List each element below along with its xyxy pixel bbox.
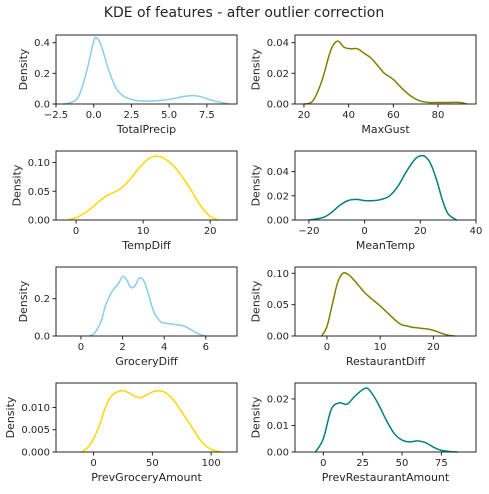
axes-frame-6 [55, 382, 238, 453]
y-tick-label: 0.02 [267, 394, 289, 405]
x-tick-label: 40 [470, 226, 483, 237]
axes-frame-0 [55, 34, 238, 105]
x-tick-label: 4 [161, 342, 167, 353]
x-axis-label: RestaurantDiff [346, 355, 426, 368]
y-tick-label: 0.0 [34, 332, 50, 343]
y-tick-label: 0.005 [21, 425, 50, 436]
subplots-grid: −2.5 0.0 2.5 5.0 7.50.00.20.4TotalPrecipDens… [4, 34, 483, 484]
y-tick-label: 0.2 [34, 69, 50, 80]
x-tick-label: 6 [203, 342, 209, 353]
subplot-5: 0 10 20 0.00 0.05 0.10 RestaurantDiff Density [249, 266, 477, 368]
kde-line-0 [62, 36, 231, 105]
subplot-3: −20 0 20 40 0.00 0.02 0.04 MeanTemp Density [249, 150, 483, 252]
subplot-2: 0 10 20 0.00 0.05 0.10 TempDiff Density [10, 150, 238, 252]
y-tick-label: 0.000 [21, 448, 50, 459]
y-tick-label: 0.00 [267, 100, 289, 111]
kde-line-6 [81, 389, 224, 453]
x-tick-label: 0.0 [86, 110, 102, 121]
subplot-6: 0 50 100 0.000 0.005 0.010 PrevGroceryAmount De… [4, 382, 238, 484]
y-axis-label: Density [249, 48, 262, 90]
y-axis-label: Density [249, 396, 262, 438]
y-tick-label: 0.05 [28, 187, 50, 198]
axes-frame-1 [294, 34, 477, 105]
subplot-7: 0 25 50 75 0.00 0.01 0.02 PrevRestaurantAmount D… [249, 382, 477, 484]
y-tick-label: 0.04 [267, 38, 289, 49]
y-tick-label: 0.2 [34, 294, 50, 305]
y-tick-label: 0.02 [267, 191, 289, 202]
axes-frame-4 [55, 266, 238, 337]
x-tick-label: 75 [435, 458, 448, 469]
figure-title: KDE of features - after outlier correcti… [104, 5, 384, 21]
axes-frame-3 [294, 150, 477, 221]
kde-line-3 [308, 154, 458, 221]
kde-line-4 [88, 275, 207, 337]
y-tick-label: 0.10 [28, 158, 50, 169]
x-axis-label: PrevGroceryAmount [91, 471, 202, 484]
y-tick-label: 0.00 [267, 448, 289, 459]
x-tick-label: 2.5 [123, 110, 139, 121]
x-tick-label: 10 [374, 342, 387, 353]
subplot-1: 20 40 60 80 0.00 0.02 0.04 MaxGust Density [249, 34, 477, 136]
x-tick-label: 25 [356, 458, 369, 469]
x-tick-label: 10 [137, 226, 150, 237]
y-axis-label: Density [17, 48, 30, 90]
axes-frame-5 [294, 266, 477, 337]
y-tick-label: 0.4 [34, 38, 50, 49]
y-axis-label: Density [10, 164, 23, 206]
x-axis-label: MeanTemp [356, 239, 415, 252]
x-tick-label: 40 [342, 110, 355, 121]
x-tick-label: 20 [204, 226, 217, 237]
subplot-0: −2.5 0.0 2.5 5.0 7.50.00.20.4TotalPrecipDens… [17, 34, 238, 136]
x-tick-label: 20 [414, 226, 427, 237]
axes-frame-7 [294, 382, 477, 453]
kde-line-7 [314, 387, 458, 453]
x-tick-label: 0 [73, 226, 79, 237]
x-axis-label: TempDiff [121, 239, 171, 252]
x-tick-label: 0 [324, 342, 330, 353]
x-tick-label: 80 [432, 110, 445, 121]
y-tick-label: 0.05 [267, 300, 289, 311]
y-tick-label: 0.0 [34, 100, 50, 111]
x-tick-label: 0 [361, 226, 367, 237]
y-tick-label: 0.01 [267, 421, 289, 432]
y-tick-label: 0.10 [267, 269, 289, 280]
y-tick-label: 0.04 [267, 167, 289, 178]
x-tick-label: 50 [146, 458, 159, 469]
y-tick-label: 0.00 [267, 216, 289, 227]
y-tick-label: 0.02 [267, 69, 289, 80]
kde-line-1 [303, 40, 468, 105]
y-axis-label: Density [4, 396, 17, 438]
x-tick-label: 2 [119, 342, 125, 353]
x-tick-label: −20 [298, 226, 319, 237]
y-axis-label: Density [17, 280, 30, 322]
x-tick-label: 20 [427, 342, 440, 353]
axes-frame-2 [55, 150, 238, 221]
kde-line-5 [320, 271, 456, 337]
y-tick-label: 0.00 [267, 332, 289, 343]
x-axis-label: MaxGust [361, 123, 410, 136]
x-tick-label: 0 [320, 458, 326, 469]
y-tick-label: 0.010 [21, 403, 50, 414]
subplot-4: 0 2 4 6 0.0 0.2 GroceryDiff Density [17, 266, 238, 368]
x-tick-label: 5.0 [161, 110, 177, 121]
x-axis-label: TotalPrecip [116, 123, 176, 136]
y-axis-label: Density [249, 164, 262, 206]
x-tick-label: 50 [396, 458, 409, 469]
x-tick-label: 7.5 [199, 110, 215, 121]
x-tick-label: 20 [298, 110, 311, 121]
x-axis-label: PrevRestaurantAmount [322, 471, 450, 484]
x-tick-label: 0 [90, 458, 96, 469]
x-tick-label: −2.5 [44, 110, 68, 121]
x-tick-label: 60 [387, 110, 400, 121]
y-axis-label: Density [249, 280, 262, 322]
x-tick-label: 0 [78, 342, 84, 353]
kde-line-2 [68, 155, 218, 221]
y-tick-label: 0.00 [28, 216, 50, 227]
x-axis-label: GroceryDiff [115, 355, 178, 368]
x-tick-label: 100 [202, 458, 221, 469]
